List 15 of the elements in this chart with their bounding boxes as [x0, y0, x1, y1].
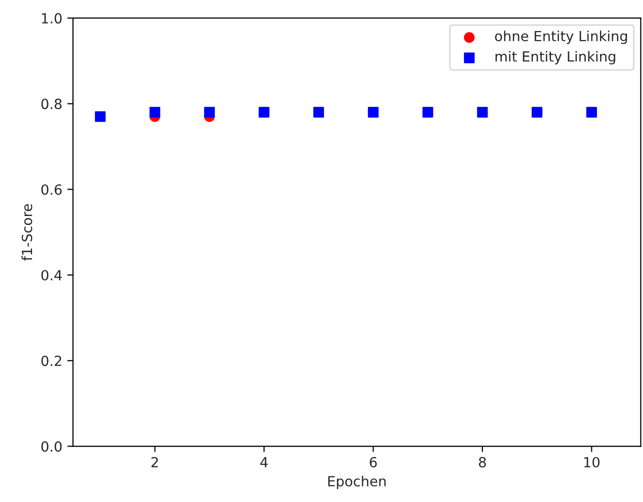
legend-label: ohne Entity Linking — [495, 30, 627, 44]
legend-label: mit Entity Linking — [496, 50, 616, 64]
y-tick-label: 0.4 — [41, 270, 62, 280]
x-tick-label: 6 — [370, 456, 377, 468]
x-tick-label: 10 — [584, 456, 600, 468]
y-tick-label: 1.0 — [42, 13, 62, 24]
y-tick-label: 0.8 — [41, 98, 62, 110]
x-tick-label: 2 — [151, 456, 158, 468]
x-tick-label: 8 — [478, 456, 486, 468]
x-axis-title: Epochen — [328, 476, 386, 490]
y-tick-label: 0.2 — [41, 356, 62, 366]
y-tick-label: 0.6 — [41, 184, 62, 195]
y-tick-label: 0.0 — [41, 441, 62, 452]
x-tick-label: 4 — [260, 457, 268, 468]
y-axis-title: f1-Score — [21, 204, 32, 261]
